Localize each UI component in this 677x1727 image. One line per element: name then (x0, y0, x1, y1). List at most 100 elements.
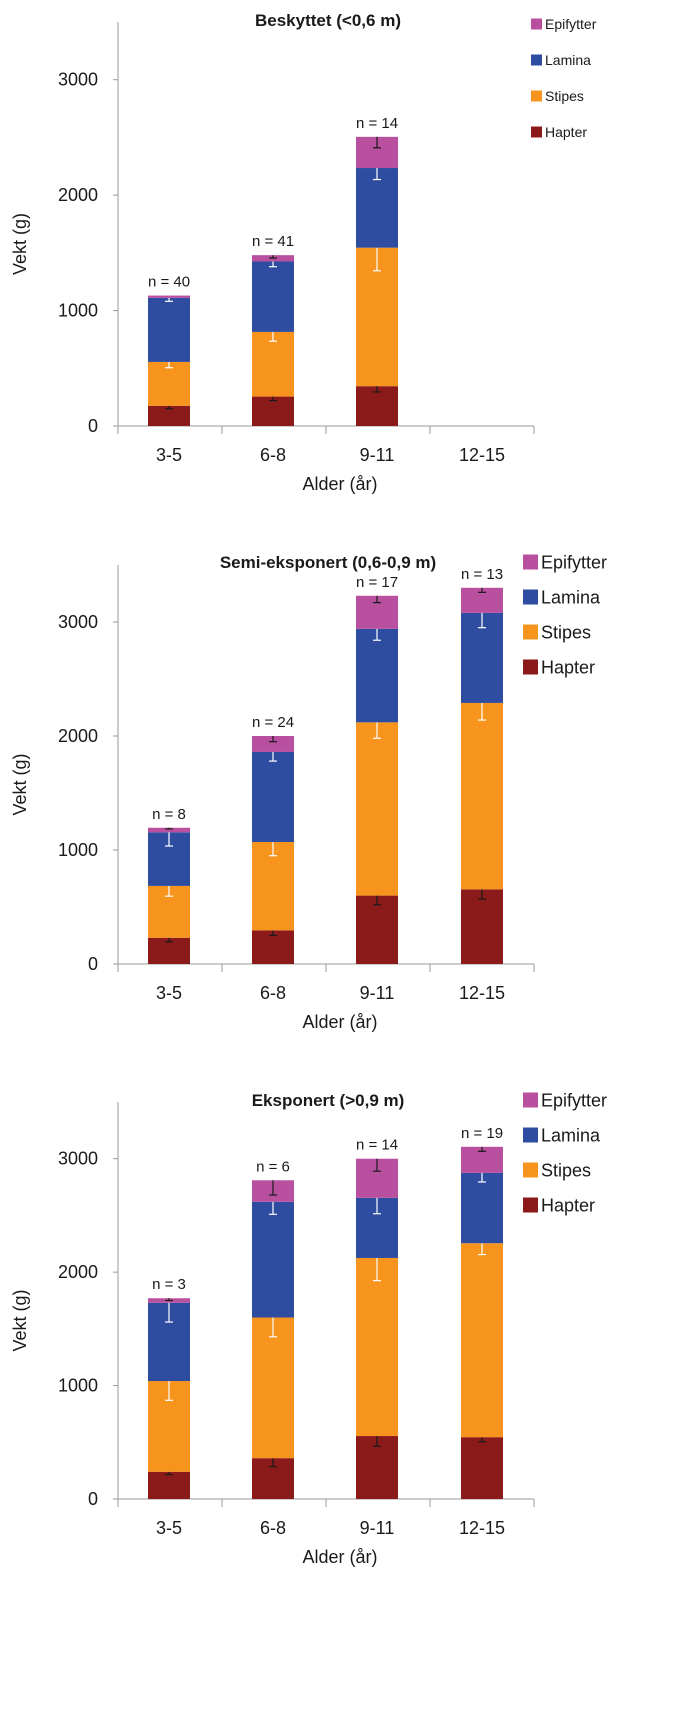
chart-panel-1: Beskyttet (<0,6 m) 0 1000 2000 3000 3-5 6-8 9-1… (0, 0, 677, 520)
bar-segment-stipes (461, 702, 503, 890)
bar-segment-stipes (461, 1243, 503, 1438)
legend-swatch-stipes (523, 624, 538, 640)
bar-segment-epifytter (148, 295, 190, 298)
y-tick-label: 1000 (58, 840, 98, 860)
bar-segment-epifytter (252, 736, 294, 752)
error-bar (478, 612, 486, 629)
chart-panel-3: Eksponert (>0,9 m) 0 1000 2000 3000 3-5 6-8 9-1… (0, 1075, 677, 1727)
legend-label: Stipes (541, 622, 591, 642)
legend-swatch-lamina (523, 1127, 538, 1143)
error-bar (373, 168, 381, 181)
x-tick-label: 9-11 (360, 983, 395, 1003)
n-label: n = 19 (461, 1125, 503, 1142)
y-tick-label: 3000 (58, 612, 98, 632)
chart-title: Semi-eksponert (0,6-0,9 m) (220, 553, 436, 572)
bar-segment-hapter (461, 889, 503, 964)
error-bar (269, 1201, 277, 1215)
bar-segment-stipes (252, 842, 294, 931)
n-label: n = 6 (256, 1158, 290, 1175)
error-bar (373, 722, 381, 739)
x-tick-label: 9-11 (360, 1518, 395, 1538)
error-bar (269, 1458, 277, 1468)
n-label: n = 14 (356, 115, 398, 132)
error-bar (373, 595, 381, 604)
bar-segment-stipes (356, 722, 398, 896)
error-bar (165, 1298, 173, 1302)
bar-segment-lamina (252, 261, 294, 332)
legend: Epifytter Lamina Stipes Hapter (523, 552, 607, 677)
x-tick-label: 6-8 (260, 1518, 286, 1538)
error-bar (165, 361, 173, 369)
error-bar (269, 396, 277, 402)
x-tick-label: 12-15 (459, 1518, 505, 1538)
legend-label: Hapter (541, 1195, 595, 1215)
error-bar (373, 1436, 381, 1447)
error-bar (269, 842, 277, 857)
legend-swatch-hapter (523, 659, 538, 675)
error-bar (165, 405, 173, 410)
error-bar (478, 1172, 486, 1183)
bar-segment-lamina (252, 751, 294, 843)
error-bar (165, 1471, 173, 1476)
y-axis-label: Vekt (g) (10, 213, 30, 275)
legend-swatch-epifytter (531, 18, 542, 30)
error-bar (165, 1381, 173, 1401)
error-bar (269, 1317, 277, 1338)
x-tick-label: 9-11 (360, 445, 395, 465)
error-bar (478, 1243, 486, 1256)
error-bar (165, 937, 173, 943)
bar-segment-hapter (356, 895, 398, 964)
n-label: n = 3 (152, 1276, 186, 1293)
error-bar (269, 255, 277, 259)
error-bar (269, 261, 277, 268)
y-tick-label: 2000 (58, 185, 98, 205)
legend-swatch-stipes (531, 90, 542, 102)
legend-swatch-lamina (523, 589, 538, 605)
bar-segment-lamina (252, 1201, 294, 1318)
legend-label: Epifytter (541, 552, 607, 572)
y-tick-label: 0 (88, 1489, 98, 1509)
bar-segment-hapter (461, 1437, 503, 1499)
error-bar (269, 930, 277, 937)
y-tick-label: 1000 (58, 301, 98, 321)
error-bar (478, 1437, 486, 1443)
bar-segment-lamina (356, 168, 398, 248)
bar-segment-epifytter (148, 827, 190, 833)
chart-title: Beskyttet (<0,6 m) (255, 11, 401, 30)
y-tick-label: 2000 (58, 726, 98, 746)
x-tick-label: 12-15 (459, 983, 505, 1003)
error-bar (373, 136, 381, 149)
x-axis-label: Alder (år) (302, 474, 377, 494)
error-bar (478, 1146, 486, 1152)
error-bar (165, 832, 173, 847)
error-bar (373, 628, 381, 641)
legend-swatch-stipes (523, 1162, 538, 1178)
error-bar (269, 1180, 277, 1196)
x-axis-label: Alder (år) (302, 1012, 377, 1032)
error-bar (269, 331, 277, 342)
bar-segment-lamina (356, 628, 398, 723)
error-bar (165, 1302, 173, 1323)
error-bar (373, 1257, 381, 1282)
legend-label: Lamina (541, 1125, 601, 1145)
bar-segment-hapter (148, 405, 190, 426)
x-tick-label: 3-5 (156, 983, 182, 1003)
y-tick-label: 0 (88, 954, 98, 974)
legend-swatch-hapter (523, 1197, 538, 1213)
x-axis-label: Alder (år) (302, 1547, 377, 1567)
chart-svg: Semi-eksponert (0,6-0,9 m) 0 1000 2000 3000 3… (10, 552, 607, 1032)
x-tick-label: 6-8 (260, 445, 286, 465)
y-axis-label: Vekt (g) (10, 753, 30, 815)
bar-segment-lamina (461, 1172, 503, 1244)
legend-label: Hapter (545, 124, 587, 140)
legend-swatch-epifytter (523, 554, 538, 570)
x-tick-label: 3-5 (156, 445, 182, 465)
legend-label: Epifytter (545, 16, 597, 32)
bar-segment-stipes (148, 361, 190, 406)
n-label: n = 13 (461, 566, 503, 583)
y-tick-label: 2000 (58, 1262, 98, 1282)
y-tick-label: 3000 (58, 1149, 98, 1169)
legend: Epifytter Lamina Stipes Hapter (523, 1090, 607, 1215)
error-bar (373, 247, 381, 272)
error-bar (373, 895, 381, 906)
